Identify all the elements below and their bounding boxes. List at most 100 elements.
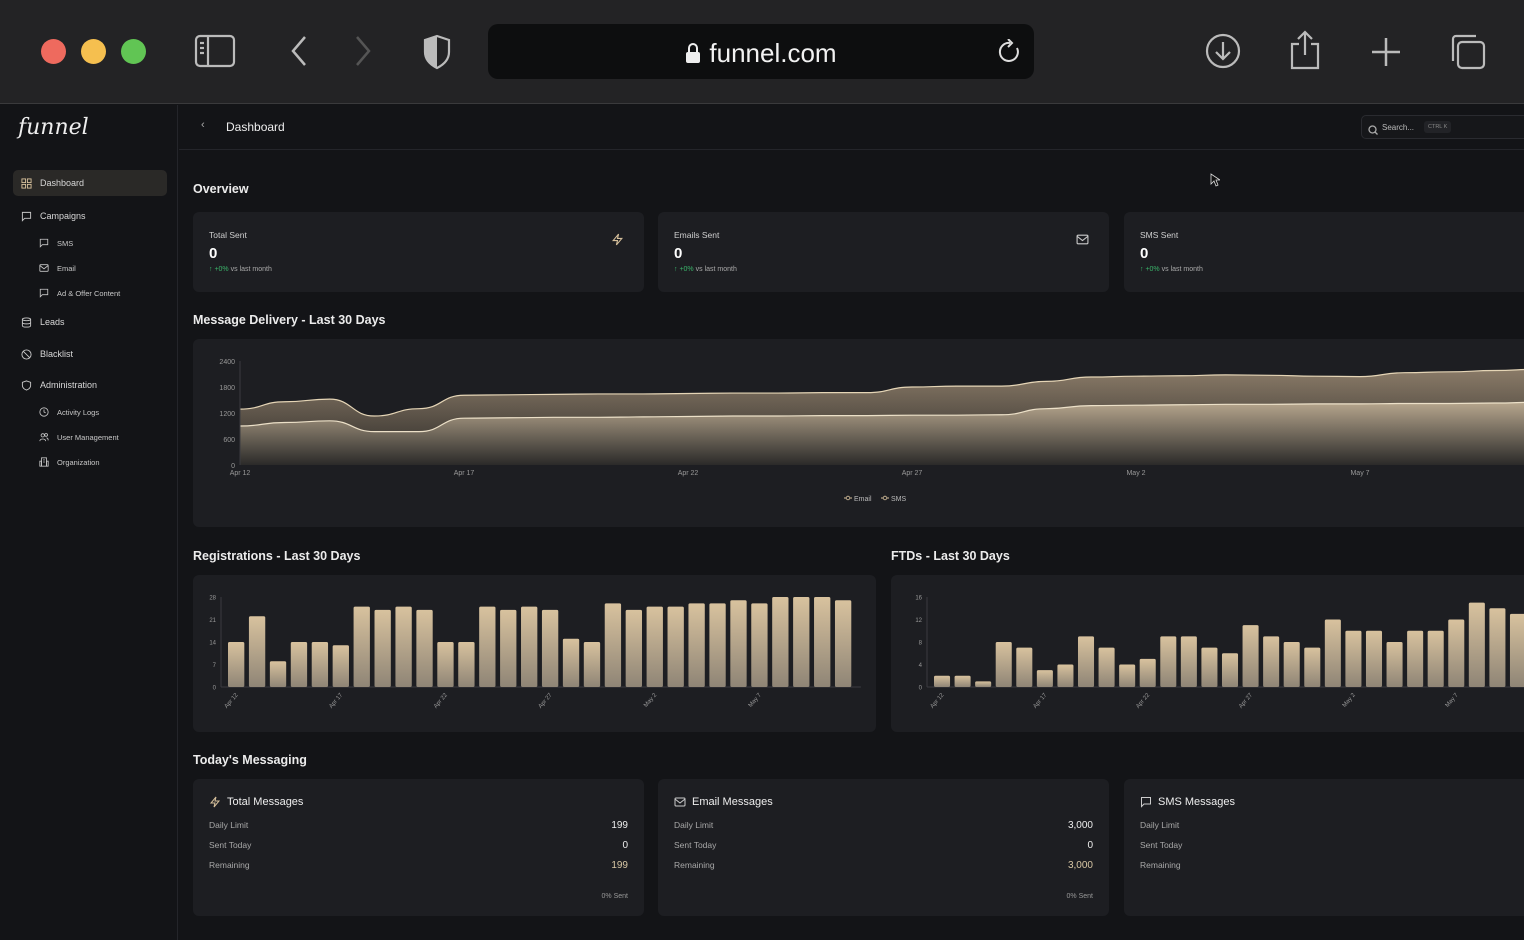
- mouse-cursor-icon: [1210, 173, 1220, 192]
- sidebar-item-sms[interactable]: SMS: [13, 230, 167, 256]
- sidebar-item-user-management[interactable]: User Management: [13, 424, 167, 450]
- bar[interactable]: [709, 603, 725, 687]
- bar[interactable]: [1201, 648, 1217, 687]
- bar[interactable]: [354, 607, 370, 687]
- bar[interactable]: [1181, 636, 1197, 687]
- bar[interactable]: [1469, 603, 1485, 687]
- bar[interactable]: [814, 597, 830, 687]
- bar[interactable]: [668, 607, 684, 687]
- bar[interactable]: [1407, 631, 1423, 687]
- bar[interactable]: [1345, 631, 1361, 687]
- bar[interactable]: [955, 676, 971, 687]
- sidebar-item-campaigns[interactable]: Campaigns: [13, 203, 167, 229]
- maximize-window-button[interactable]: [121, 39, 146, 64]
- bar[interactable]: [395, 607, 411, 687]
- sidebar-toggle-icon[interactable]: [194, 34, 236, 68]
- bar[interactable]: [1222, 653, 1238, 687]
- search-input[interactable]: Search... CTRL K: [1361, 115, 1524, 139]
- back-chevron-icon[interactable]: ‹: [201, 119, 205, 131]
- bar[interactable]: [1243, 625, 1259, 687]
- bar[interactable]: [291, 642, 307, 687]
- bar[interactable]: [1099, 648, 1115, 687]
- bar[interactable]: [730, 600, 746, 687]
- bar[interactable]: [1448, 620, 1464, 688]
- bar[interactable]: [1057, 665, 1073, 688]
- sidebar-item-administration[interactable]: Administration: [13, 372, 167, 398]
- bar[interactable]: [333, 645, 349, 687]
- bar[interactable]: [1304, 648, 1320, 687]
- sidebar-item-organization[interactable]: Organization: [13, 449, 167, 475]
- y-tick-label: 600: [223, 437, 235, 444]
- bar[interactable]: [626, 610, 642, 687]
- bar[interactable]: [772, 597, 788, 687]
- bar[interactable]: [542, 610, 558, 687]
- bar[interactable]: [1016, 648, 1032, 687]
- sidebar-item-ad-offer-content[interactable]: Ad & Offer Content: [13, 280, 167, 306]
- sidebar-item-dashboard[interactable]: Dashboard: [13, 170, 167, 196]
- sidebar-item-label: Blacklist: [40, 349, 73, 359]
- sidebar-item-label: Activity Logs: [57, 408, 99, 417]
- bar[interactable]: [1263, 636, 1279, 687]
- bar[interactable]: [934, 676, 950, 687]
- bar[interactable]: [975, 681, 991, 687]
- bar[interactable]: [563, 639, 579, 687]
- bar[interactable]: [1428, 631, 1444, 687]
- bar[interactable]: [312, 642, 328, 687]
- bar[interactable]: [1078, 636, 1094, 687]
- reload-icon[interactable]: [998, 39, 1022, 65]
- bar[interactable]: [249, 616, 265, 687]
- bar[interactable]: [996, 642, 1012, 687]
- bar[interactable]: [521, 607, 537, 687]
- bar[interactable]: [1489, 608, 1505, 687]
- stat-change: ↑ +0% vs last month: [674, 266, 737, 273]
- bar[interactable]: [228, 642, 244, 687]
- download-icon[interactable]: [1205, 33, 1241, 69]
- tabs-overview-icon[interactable]: [1449, 33, 1487, 71]
- bar[interactable]: [1119, 665, 1135, 688]
- sidebar-item-activity-logs[interactable]: Activity Logs: [13, 399, 167, 425]
- sidebar-item-leads[interactable]: Leads: [13, 309, 167, 335]
- minimize-window-button[interactable]: [81, 39, 106, 64]
- bar[interactable]: [500, 610, 516, 687]
- bar[interactable]: [605, 603, 621, 687]
- share-icon[interactable]: [1288, 30, 1322, 70]
- bar[interactable]: [416, 610, 432, 687]
- bar[interactable]: [584, 642, 600, 687]
- bar[interactable]: [1366, 631, 1382, 687]
- legend-label: SMS: [891, 496, 907, 503]
- bar[interactable]: [1140, 659, 1156, 687]
- bar[interactable]: [688, 603, 704, 687]
- x-tick-label: Apr 22: [678, 470, 699, 477]
- shield-icon: [21, 380, 32, 391]
- address-bar[interactable]: funnel.com: [488, 24, 1034, 79]
- bar[interactable]: [479, 607, 495, 687]
- bar[interactable]: [835, 600, 851, 687]
- search-placeholder: Search...: [1382, 123, 1414, 132]
- bar[interactable]: [1325, 620, 1341, 688]
- bar[interactable]: [375, 610, 391, 687]
- bar[interactable]: [647, 607, 663, 687]
- close-window-button[interactable]: [41, 39, 66, 64]
- bar[interactable]: [437, 642, 453, 687]
- bar[interactable]: [1510, 614, 1524, 687]
- new-tab-icon[interactable]: [1370, 36, 1402, 68]
- bar[interactable]: [1284, 642, 1300, 687]
- back-icon[interactable]: [288, 34, 310, 68]
- sidebar-item-blacklist[interactable]: Blacklist: [13, 341, 167, 367]
- stat-value: 0: [209, 245, 217, 262]
- bar[interactable]: [1160, 636, 1176, 687]
- sidebar-item-email[interactable]: Email: [13, 255, 167, 281]
- bar[interactable]: [751, 603, 767, 687]
- row-sent-today: Sent Today0: [674, 840, 1093, 850]
- x-tick-label: Apr 27: [538, 692, 554, 710]
- mail-icon: [1076, 233, 1089, 246]
- shield-icon[interactable]: [422, 34, 452, 70]
- forward-icon[interactable]: [352, 34, 374, 68]
- x-tick-label: Apr 27: [902, 470, 923, 477]
- bar[interactable]: [458, 642, 474, 687]
- bar[interactable]: [1387, 642, 1403, 687]
- bar[interactable]: [793, 597, 809, 687]
- bar[interactable]: [270, 661, 286, 687]
- row-daily-limit: Daily Limit199: [209, 820, 628, 830]
- bar[interactable]: [1037, 670, 1053, 687]
